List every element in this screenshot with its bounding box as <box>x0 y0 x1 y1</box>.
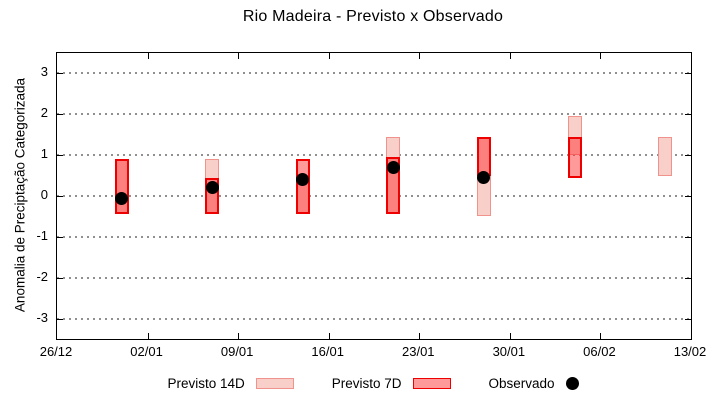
observado-dot <box>115 191 129 205</box>
legend-item-previsto-7d: Previsto 7D <box>332 376 451 391</box>
x-tick-label: 30/01 <box>492 344 526 359</box>
legend: Previsto 14D Previsto 7D Observado <box>56 371 690 395</box>
y-tick-mark <box>685 114 691 116</box>
gridline <box>57 72 691 75</box>
gridline <box>57 113 691 116</box>
bar-previsto-7d <box>295 159 310 215</box>
x-tick-label: 23/01 <box>402 344 435 359</box>
bar-previsto-7d <box>567 136 582 178</box>
legend-swatch-14d-icon <box>255 377 294 389</box>
x-tick-mark <box>147 53 149 59</box>
observado-dot <box>386 160 400 174</box>
bar-previsto-7d <box>476 136 491 176</box>
x-tick-mark <box>238 333 240 339</box>
y-tick-mark <box>57 318 63 320</box>
bar-previsto-7d <box>114 159 129 215</box>
observado-dot <box>296 173 310 187</box>
y-tick-mark <box>685 196 691 197</box>
legend-item-previsto-14d: Previsto 14D <box>167 375 294 391</box>
observado-dot <box>205 181 219 195</box>
y-tick-mark <box>57 114 63 116</box>
x-tick-label: 06/02 <box>583 344 616 359</box>
x-tick-label: 16/01 <box>311 344 344 359</box>
x-tick-mark <box>509 53 511 59</box>
chart-title: Rio Madeira - Previsto x Observado <box>242 8 504 25</box>
y-tick-mark <box>57 277 63 279</box>
y-tick-label: 3 <box>40 64 48 80</box>
y-tick-mark <box>57 155 63 157</box>
x-tick-label: 13/02 <box>673 344 707 359</box>
y-tick-label: -3 <box>36 309 48 325</box>
y-tick-mark <box>57 236 63 238</box>
x-tick-mark <box>419 53 421 59</box>
y-tick-mark <box>57 73 63 75</box>
gridline <box>57 154 691 157</box>
y-tick-mark <box>685 277 691 279</box>
bar-previsto-14d <box>567 116 582 156</box>
x-tick-mark <box>147 333 149 339</box>
y-tick-label: 1 <box>40 146 48 162</box>
y-tick-mark <box>685 236 691 238</box>
y-tick-mark <box>685 73 691 75</box>
x-tick-label: 02/01 <box>130 344 163 359</box>
y-tick-label: -1 <box>36 227 48 243</box>
legend-swatch-7d-icon <box>412 377 451 389</box>
legend-label-previsto-7d: Previsto 7D <box>331 375 402 391</box>
x-tick-label: 26/12 <box>39 344 73 359</box>
x-tick-mark <box>600 53 602 59</box>
x-tick-mark <box>328 53 330 59</box>
y-tick-mark <box>57 196 63 197</box>
y-tick-label: -2 <box>36 268 48 284</box>
gridline <box>57 195 691 197</box>
legend-label-observado: Observado <box>488 375 555 391</box>
gridline <box>57 317 691 320</box>
y-tick-label: 0 <box>40 187 48 202</box>
x-tick-label: 09/01 <box>220 344 254 359</box>
plot-area <box>56 52 692 340</box>
legend-item-observado: Observado <box>489 376 579 391</box>
x-tick-mark <box>600 333 602 339</box>
x-tick-mark <box>419 333 421 339</box>
y-tick-mark <box>685 155 691 157</box>
gridline <box>57 276 691 279</box>
x-tick-mark <box>238 53 240 59</box>
x-tick-mark <box>328 333 330 339</box>
y-tick-mark <box>685 318 691 320</box>
legend-label-previsto-14d: Previsto 14D <box>167 375 245 391</box>
y-tick-label: 2 <box>40 105 48 121</box>
legend-swatch-observado-icon <box>565 376 579 390</box>
bar-previsto-14d <box>658 136 673 176</box>
observado-dot <box>477 171 491 185</box>
gridline <box>57 235 691 238</box>
x-tick-mark <box>509 333 511 339</box>
